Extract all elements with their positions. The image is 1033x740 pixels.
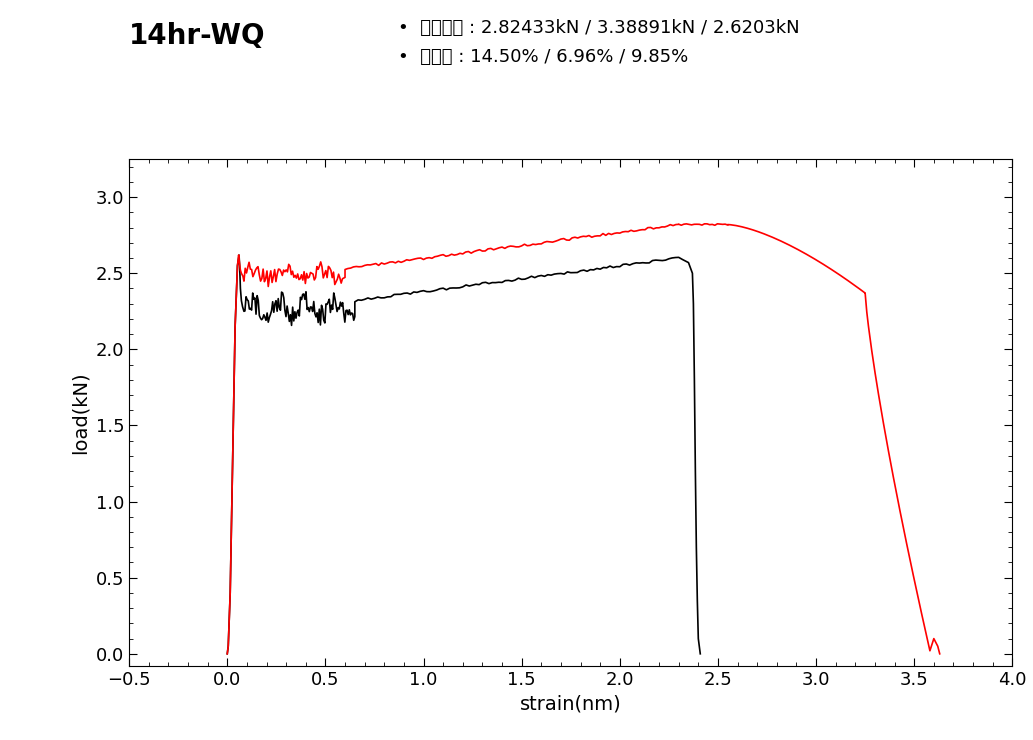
X-axis label: strain(nm): strain(nm) — [520, 694, 622, 713]
Text: 14hr-WQ: 14hr-WQ — [129, 22, 265, 50]
Text: •  연신률 : 14.50% / 6.96% / 9.85%: • 연신률 : 14.50% / 6.96% / 9.85% — [398, 48, 688, 66]
Text: •  인장강도 : 2.82433kN / 3.38891kN / 2.6203kN: • 인장강도 : 2.82433kN / 3.38891kN / 2.6203k… — [398, 18, 800, 36]
Y-axis label: load(kN): load(kN) — [71, 371, 90, 454]
